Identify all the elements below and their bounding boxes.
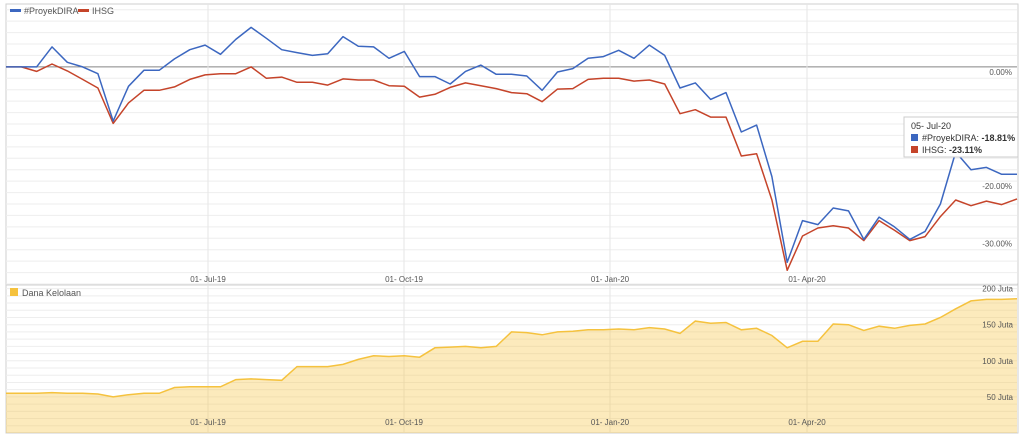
bottom-vertical-grid [207,285,808,433]
series-line-proyekdira[interactable] [6,26,1017,264]
legend-label-dana-kelolaan[interactable]: Dana Kelolaan [22,288,81,298]
legend-label-ihsg[interactable]: IHSG [92,6,114,16]
top-x-ticks: 01- Jul-19 01- Oct-19 01- Jan-20 01- Apr-20 [190,275,826,284]
tooltip-box [903,116,1019,158]
svg-text:IHSG: -23.11%: IHSG: -23.11% [922,145,982,155]
tooltip-value-ihsg: -23.11% [949,145,982,155]
top-grid [6,9,1017,285]
bottom-y-tick-label: 100 Juta [982,357,1013,366]
top-y-ticks: 0.00% -20.00% -30.00% [982,68,1012,248]
bottom-y-tick-label: 50 Juta [987,393,1014,402]
bottom-chart: 200 Juta 150 Juta 100 Juta 50 Juta 01- Jul-… [5,284,1019,434]
legend-label-proyekdira[interactable]: #ProyekDIRA [24,6,79,16]
legend-swatch-dana-kelolaan [10,288,18,296]
legend-swatch-ihsg [78,9,89,12]
top-y-tick-label: 0.00% [989,68,1012,77]
top-x-tick-label: 01- Apr-20 [788,275,826,284]
top-series-lines [6,26,1018,272]
bottom-x-tick-label: 01- Oct-19 [385,418,423,427]
top-x-tick-label: 01- Jul-19 [190,275,226,284]
top-x-tick-label: 01- Oct-19 [385,275,423,284]
series-line-ihsg[interactable] [6,63,1018,272]
tooltip-value-proyekdira: -18.81% [982,133,1016,143]
tooltip-name-ihsg: IHSG [922,145,944,155]
tooltip-swatch-ihsg [911,146,918,153]
svg-text:#ProyekDIRA: -18.81%: #ProyekDIRA: -18.81% [922,133,1015,143]
top-y-tick-label: -20.00% [982,182,1012,191]
top-chart: 0.00% -20.00% -30.00% 01- Jul-19 01- Oct-19… [5,3,1019,285]
bottom-y-tick-label: 150 Juta [982,321,1013,330]
bottom-x-ticks: 01- Jul-19 01- Oct-19 01- Jan-20 01- Apr-20 [190,418,826,427]
bottom-x-tick-label: 01- Jan-20 [591,418,630,427]
tooltip-date: 05- Jul-20 [911,121,951,131]
tooltip: 05- Jul-20 #ProyekDIRA: -18.81% IHSG: -2… [903,116,1019,158]
tooltip-name-proyekdira: #ProyekDIRA [922,133,977,143]
tooltip-swatch-proyekdira [911,134,918,141]
bottom-x-tick-label: 01- Jul-19 [190,418,226,427]
area-line-dana-kelolaan[interactable] [6,297,1018,398]
top-vertical-grid [207,4,808,284]
bottom-y-ticks: 200 Juta 150 Juta 100 Juta 50 Juta [982,285,1013,402]
bottom-x-tick-label: 01- Apr-20 [788,418,826,427]
legend-swatch-proyekdira [10,9,21,12]
bottom-grid [6,288,1017,427]
top-legend[interactable]: #ProyekDIRA IHSG [10,6,114,16]
bottom-area-series [6,297,1018,433]
top-x-tick-label: 01- Jan-20 [591,275,630,284]
top-y-tick-label: -30.00% [982,239,1012,248]
bottom-legend[interactable]: Dana Kelolaan [10,288,81,298]
bottom-y-tick-label: 200 Juta [982,285,1013,294]
bottom-chart-frame [5,284,1019,434]
